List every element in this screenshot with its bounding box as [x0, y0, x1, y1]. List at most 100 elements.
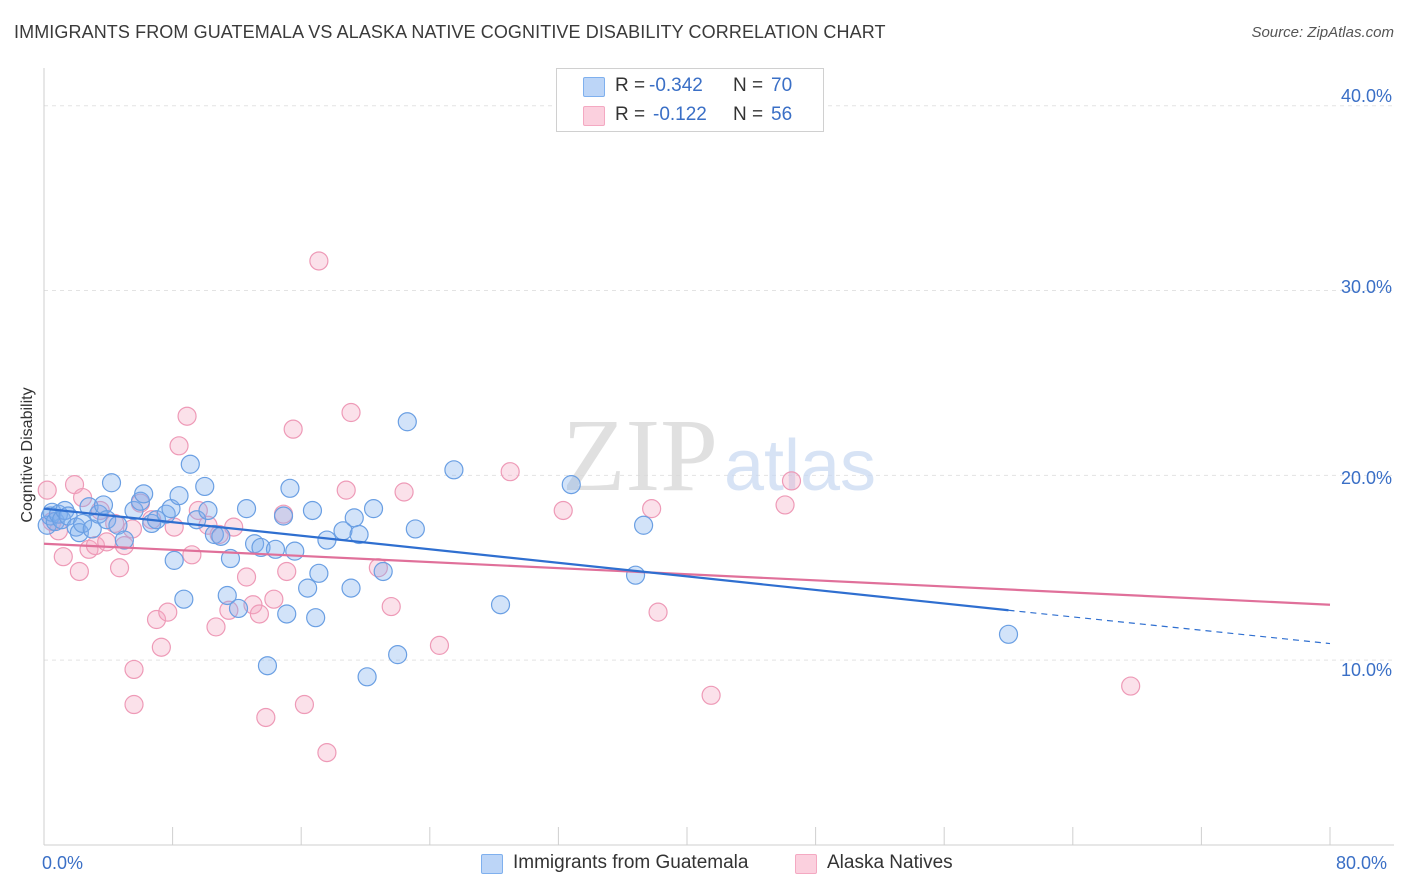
point-alaska-natives — [1121, 676, 1141, 696]
point-alaska-natives — [206, 617, 226, 637]
point-immigrants-from-guatemala — [444, 460, 464, 480]
point-immigrants-from-guatemala — [357, 667, 377, 687]
point-immigrants-from-guatemala — [211, 526, 231, 546]
point-immigrants-from-guatemala — [302, 500, 323, 521]
point-immigrants-from-guatemala — [625, 565, 646, 585]
legend-row-alaska: R = -0.122 N = 56 — [557, 100, 823, 130]
legend-r-label: R = — [615, 75, 646, 96]
point-alaska-natives — [124, 659, 144, 680]
legend-n-value: 70 — [771, 75, 793, 96]
point-immigrants-from-guatemala — [114, 530, 134, 550]
legend-n-label: N = — [733, 104, 764, 125]
legend-n-label: N = — [733, 75, 764, 96]
point-alaska-natives — [553, 500, 573, 521]
point-immigrants-from-guatemala — [405, 519, 425, 539]
point-alaska-natives — [309, 251, 329, 271]
point-alaska-natives — [500, 462, 520, 482]
y-tick-40: 40.0% — [1340, 86, 1392, 106]
legend-swatch-blue — [481, 854, 503, 874]
legend-swatch-pink — [583, 106, 605, 126]
legend-label-alaska: Alaska Natives — [827, 852, 953, 873]
point-alaska-natives — [69, 561, 89, 582]
point-immigrants-from-guatemala — [298, 578, 318, 598]
y-tick-30: 30.0% — [1340, 277, 1392, 297]
point-alaska-natives — [283, 419, 303, 439]
point-alaska-natives — [158, 602, 178, 622]
point-alaska-natives — [97, 532, 117, 552]
point-immigrants-from-guatemala — [251, 537, 271, 558]
point-immigrants-from-guatemala — [561, 475, 581, 495]
point-alaska-natives — [219, 600, 239, 620]
point-alaska-natives — [109, 558, 130, 578]
legend-row-guatemala: R = -0.342 N = 70 — [557, 71, 823, 101]
point-alaska-natives — [124, 694, 144, 715]
watermark-zip: ZIP — [562, 398, 718, 513]
point-alaska-natives — [37, 480, 57, 500]
trend-lines — [43, 507, 1331, 645]
point-alaska-natives — [151, 637, 171, 657]
legend-series: Immigrants from Guatemala Alaska Natives — [0, 852, 1406, 878]
point-alaska-natives — [53, 547, 73, 567]
point-alaska-natives — [256, 707, 276, 728]
point-alaska-natives — [642, 499, 662, 519]
legend-swatch-blue — [583, 77, 605, 97]
point-immigrants-from-guatemala — [236, 499, 257, 519]
point-immigrants-from-guatemala — [180, 454, 200, 474]
y-tick-20: 20.0% — [1340, 468, 1392, 488]
trend-line-alaska-natives — [43, 542, 1331, 606]
axes — [43, 68, 1394, 846]
legend-n-value: 56 — [771, 104, 793, 125]
point-immigrants-from-guatemala — [195, 476, 215, 497]
legend-swatch-pink — [795, 854, 817, 874]
point-alaska-natives — [277, 561, 297, 582]
point-alaska-natives — [264, 589, 284, 609]
point-immigrants-from-guatemala — [998, 624, 1019, 644]
point-immigrants-from-guatemala — [72, 513, 93, 534]
point-immigrants-from-guatemala — [306, 608, 326, 628]
point-alaska-natives — [169, 436, 189, 456]
point-immigrants-from-guatemala — [217, 585, 237, 606]
x-tick-min: 0.0% — [42, 853, 84, 873]
point-immigrants-from-guatemala — [388, 645, 408, 665]
series-immigrants-from-guatemala — [37, 412, 1019, 687]
point-immigrants-from-guatemala — [280, 478, 300, 498]
point-immigrants-from-guatemala — [633, 515, 654, 535]
point-immigrants-from-guatemala — [273, 506, 294, 526]
point-immigrants-from-guatemala — [228, 598, 249, 619]
point-alaska-natives — [236, 567, 257, 587]
y-axis-label: Cognitive Disability — [19, 387, 36, 523]
legend-r-label: R = — [615, 104, 646, 125]
point-immigrants-from-guatemala — [79, 497, 99, 517]
point-immigrants-from-guatemala — [174, 589, 194, 609]
point-alaska-natives — [781, 471, 802, 491]
point-immigrants-from-guatemala — [164, 550, 184, 570]
point-alaska-natives — [249, 604, 270, 624]
point-immigrants-from-guatemala — [397, 412, 417, 432]
point-alaska-natives — [394, 482, 414, 502]
point-alaska-natives — [146, 609, 167, 630]
y-tick-10: 10.0% — [1340, 660, 1392, 680]
point-alaska-natives — [182, 545, 202, 565]
point-immigrants-from-guatemala — [285, 541, 305, 561]
chart-title: IMMIGRANTS FROM GUATEMALA VS ALASKA NATI… — [14, 22, 886, 42]
point-immigrants-from-guatemala — [349, 524, 369, 545]
point-immigrants-from-guatemala — [363, 499, 384, 519]
point-immigrants-from-guatemala — [198, 500, 218, 521]
source-label: Source: ZipAtlas.com — [1251, 24, 1394, 41]
legend-stats: R = -0.342 N = 70 R = -0.122 N = 56 — [556, 68, 824, 132]
point-alaska-natives — [341, 402, 361, 423]
point-immigrants-from-guatemala — [309, 563, 329, 583]
legend-r-value: -0.342 — [649, 75, 703, 96]
point-alaska-natives — [294, 694, 315, 715]
point-alaska-natives — [177, 406, 197, 426]
point-alaska-natives — [114, 535, 134, 556]
point-immigrants-from-guatemala — [101, 473, 122, 493]
trend-line-immigrants-from-guatemala — [43, 507, 1009, 612]
point-immigrants-from-guatemala — [341, 578, 361, 598]
point-immigrants-from-guatemala — [277, 604, 297, 624]
point-alaska-natives — [336, 480, 356, 500]
point-immigrants-from-guatemala — [257, 656, 278, 676]
point-immigrants-from-guatemala — [220, 548, 241, 569]
legend-label-guatemala: Immigrants from Guatemala — [513, 852, 749, 873]
